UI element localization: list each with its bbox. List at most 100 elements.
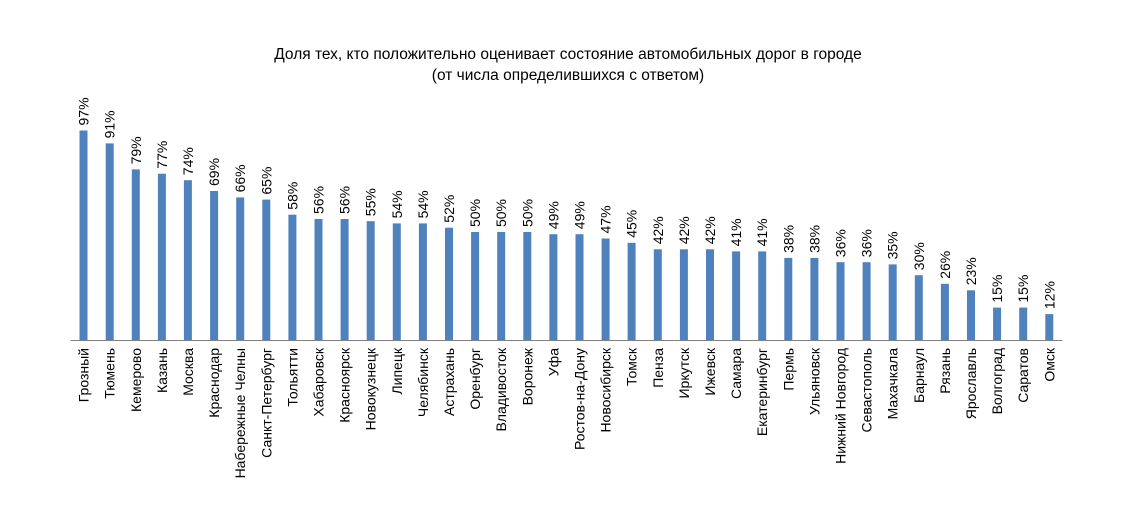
chart-title: Доля тех, кто положительно оценивает сос…	[274, 46, 862, 63]
data-label: 38%	[806, 225, 822, 253]
data-label: 26%	[937, 251, 953, 279]
bar	[627, 242, 636, 340]
data-label: 91%	[102, 110, 118, 138]
bar	[79, 130, 88, 340]
data-label: 30%	[911, 242, 927, 270]
bar	[1045, 314, 1054, 340]
data-label: 41%	[754, 218, 770, 246]
bar	[262, 199, 271, 340]
bar	[993, 307, 1002, 340]
category-label: Липецк	[389, 347, 405, 394]
bar	[497, 232, 506, 340]
category-label: Пенза	[650, 348, 666, 388]
data-label: 56%	[337, 186, 353, 214]
data-label: 50%	[467, 199, 483, 227]
bar	[967, 290, 975, 340]
category-label: Рязань	[937, 348, 953, 394]
bar	[236, 197, 245, 340]
data-label: 97%	[76, 97, 92, 125]
category-label: Ижевск	[702, 347, 718, 395]
bar	[940, 283, 949, 340]
category-label: Иркутск	[676, 347, 692, 398]
bar	[1019, 307, 1028, 340]
data-label: 49%	[545, 201, 561, 229]
data-label: 36%	[833, 229, 849, 257]
category-label: Самара	[728, 348, 744, 399]
category-label: Хабаровск	[311, 347, 327, 416]
bar	[366, 221, 375, 340]
category-label: Махачкала	[885, 348, 901, 420]
data-label: 41%	[728, 218, 744, 246]
data-label: 66%	[232, 164, 248, 192]
data-label: 15%	[989, 275, 1005, 303]
data-label: 50%	[519, 199, 535, 227]
category-label: Ростов-на-Дону	[572, 348, 588, 450]
bar	[471, 232, 480, 340]
bar	[314, 219, 323, 340]
data-label: 50%	[493, 199, 509, 227]
bar	[914, 275, 923, 340]
category-label: Тюмень	[102, 348, 118, 399]
category-label: Грозный	[76, 348, 92, 402]
category-label: Севастополь	[859, 348, 875, 433]
bar	[392, 223, 401, 340]
bar	[784, 257, 793, 340]
category-label: Владивосток	[493, 347, 509, 431]
category-label: Челябинск	[415, 347, 431, 417]
bar	[732, 251, 741, 340]
bar	[575, 234, 584, 340]
bar	[183, 180, 192, 340]
data-label: 42%	[676, 216, 692, 244]
bar	[210, 191, 219, 340]
category-label: Новосибирск	[598, 347, 614, 432]
data-label: 69%	[206, 158, 222, 186]
category-label: Томск	[624, 347, 640, 386]
data-label: 35%	[885, 231, 901, 259]
chart-subtitle: (от числа определившихся с ответом)	[431, 67, 705, 84]
bar	[340, 219, 349, 340]
bar	[653, 249, 662, 340]
category-label: Москва	[180, 348, 196, 396]
category-label: Екатеринбург	[754, 348, 770, 436]
bar	[862, 262, 871, 340]
bar	[758, 251, 767, 340]
category-label: Пермь	[780, 348, 796, 391]
category-label: Казань	[154, 348, 170, 393]
category-label: Санкт-Петербург	[258, 348, 274, 458]
category-label: Красноярск	[337, 347, 353, 423]
bar	[523, 232, 532, 340]
data-label: 42%	[702, 216, 718, 244]
data-label: 56%	[311, 186, 327, 214]
data-label: 54%	[389, 190, 405, 218]
bar	[549, 234, 558, 340]
data-label: 15%	[1015, 275, 1031, 303]
category-label: Оренбург	[467, 348, 483, 410]
category-label: Барнаул	[911, 348, 927, 403]
data-label: 42%	[650, 216, 666, 244]
data-label: 58%	[284, 182, 300, 210]
data-label: 23%	[963, 257, 979, 285]
data-label: 79%	[128, 136, 144, 164]
category-label: Саратов	[1015, 348, 1031, 403]
bar	[679, 249, 688, 340]
bar	[810, 257, 819, 340]
category-label: Кемерово	[128, 348, 144, 412]
data-label: 38%	[780, 225, 796, 253]
category-label: Уфа	[545, 348, 561, 376]
data-label: 77%	[154, 141, 170, 169]
category-label: Астрахань	[441, 348, 457, 416]
data-label: 52%	[441, 195, 457, 223]
bar	[836, 262, 845, 340]
data-label: 36%	[859, 229, 875, 257]
bar	[418, 223, 427, 340]
category-label: Набережные Челны	[232, 348, 248, 478]
data-label: 74%	[180, 147, 196, 175]
bar	[105, 143, 114, 340]
bar	[888, 264, 897, 340]
category-label: Ярославль	[963, 348, 979, 419]
category-label: Тольятти	[284, 348, 300, 407]
bar	[445, 227, 453, 340]
data-label: 49%	[572, 201, 588, 229]
bar	[131, 169, 140, 340]
